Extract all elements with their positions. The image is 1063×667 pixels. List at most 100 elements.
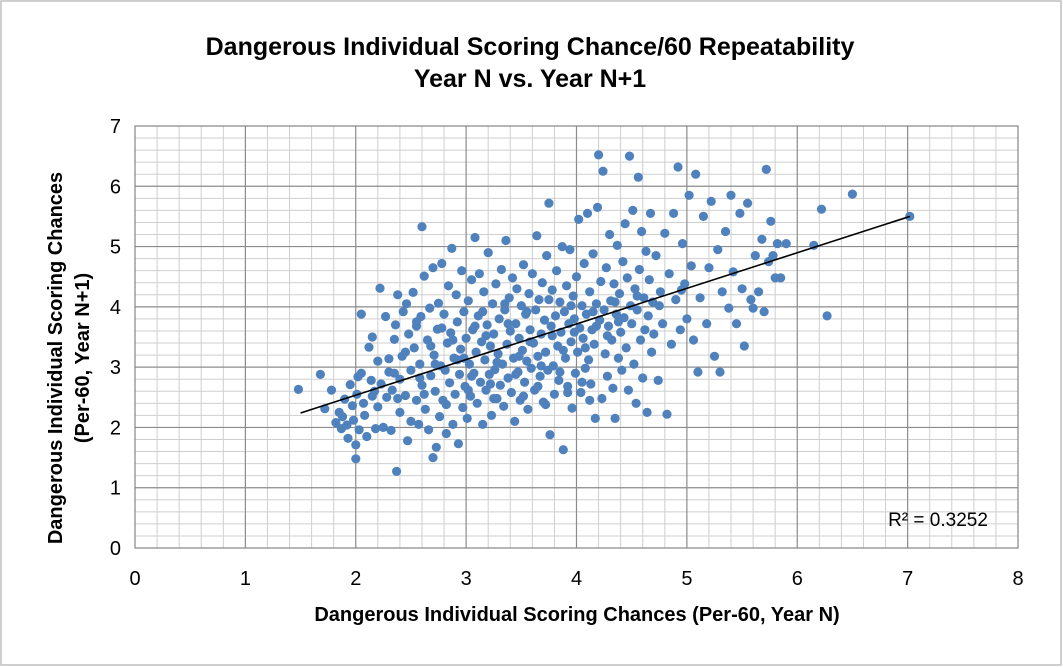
data-point: [624, 151, 635, 161]
data-point: [482, 320, 492, 330]
data-point: [632, 305, 642, 315]
x-tick-label: 2: [350, 568, 361, 590]
data-point: [761, 164, 771, 174]
data-point: [439, 309, 449, 319]
data-point: [554, 375, 564, 385]
data-point: [623, 385, 634, 395]
data-point: [406, 416, 416, 426]
data-point: [603, 321, 614, 331]
data-point: [471, 347, 481, 357]
data-point: [351, 440, 361, 450]
data-point: [695, 293, 705, 303]
y-axis-title-line-1: Dangerous Individual Scoring Chances: [45, 172, 67, 544]
data-point: [489, 329, 499, 339]
data-point: [443, 281, 454, 291]
data-point: [483, 248, 493, 258]
data-point: [534, 295, 544, 305]
data-point: [644, 275, 654, 285]
data-point: [470, 321, 480, 331]
data-point: [511, 319, 521, 329]
data-point: [669, 208, 679, 218]
data-point: [386, 425, 396, 435]
data-point: [588, 249, 598, 259]
data-point: [621, 343, 631, 353]
data-point: [378, 422, 388, 432]
data-point: [479, 287, 489, 297]
data-point: [597, 393, 607, 404]
data-point: [415, 359, 425, 369]
data-point: [816, 204, 827, 214]
data-point: [485, 341, 495, 351]
data-point: [526, 363, 536, 373]
data-point: [547, 285, 557, 295]
data-point: [440, 365, 450, 375]
data-point: [541, 399, 551, 410]
data-point: [404, 329, 414, 339]
data-point: [643, 311, 653, 321]
data-point: [450, 389, 460, 399]
data-point: [494, 314, 504, 324]
data-point: [673, 162, 683, 172]
data-point: [671, 295, 681, 305]
data-point: [574, 214, 584, 224]
x-tick-label: 0: [129, 568, 140, 590]
data-point: [478, 307, 488, 317]
data-point: [602, 331, 613, 341]
data-point: [586, 379, 596, 389]
data-point: [447, 243, 457, 253]
data-point: [544, 295, 554, 305]
data-point: [591, 321, 602, 331]
data-point: [614, 289, 625, 299]
data-point: [717, 287, 727, 297]
data-point: [518, 260, 529, 270]
data-point: [462, 413, 472, 423]
data-point: [557, 242, 567, 252]
data-point: [666, 339, 677, 349]
data-point: [545, 430, 555, 440]
data-point: [390, 320, 401, 330]
data-point: [539, 315, 550, 325]
data-point: [463, 296, 473, 306]
data-point: [609, 279, 619, 289]
data-point: [552, 266, 562, 276]
data-point: [503, 373, 513, 383]
data-point: [704, 263, 714, 273]
data-point: [461, 333, 471, 343]
data-point: [735, 208, 745, 218]
data-point: [441, 399, 451, 410]
data-point: [662, 409, 672, 419]
data-point: [772, 239, 783, 249]
data-point: [633, 172, 643, 182]
data-point: [400, 390, 410, 401]
data-point: [511, 369, 521, 379]
data-point: [766, 216, 776, 226]
data-point: [480, 355, 490, 365]
data-point: [464, 359, 474, 369]
data-point: [448, 335, 458, 345]
data-point: [481, 331, 491, 341]
data-point: [605, 229, 615, 240]
data-point: [537, 278, 547, 288]
data-point: [524, 289, 534, 299]
data-point: [548, 361, 558, 371]
data-point: [411, 317, 422, 327]
data-point: [757, 234, 767, 244]
data-point: [535, 371, 545, 381]
data-point: [709, 351, 720, 361]
data-point: [631, 398, 641, 408]
data-point: [401, 299, 412, 309]
data-point: [616, 327, 626, 337]
y-tick-label: 5: [110, 237, 121, 259]
data-point: [640, 325, 650, 335]
data-point: [360, 410, 370, 420]
data-point: [637, 226, 647, 237]
data-point: [588, 307, 598, 317]
x-tick-label: 3: [461, 568, 472, 590]
data-point: [584, 355, 594, 365]
data-point: [612, 240, 622, 250]
y-tick-label: 0: [110, 538, 121, 560]
data-point: [547, 331, 557, 341]
data-point: [585, 287, 595, 297]
data-point: [485, 379, 495, 389]
